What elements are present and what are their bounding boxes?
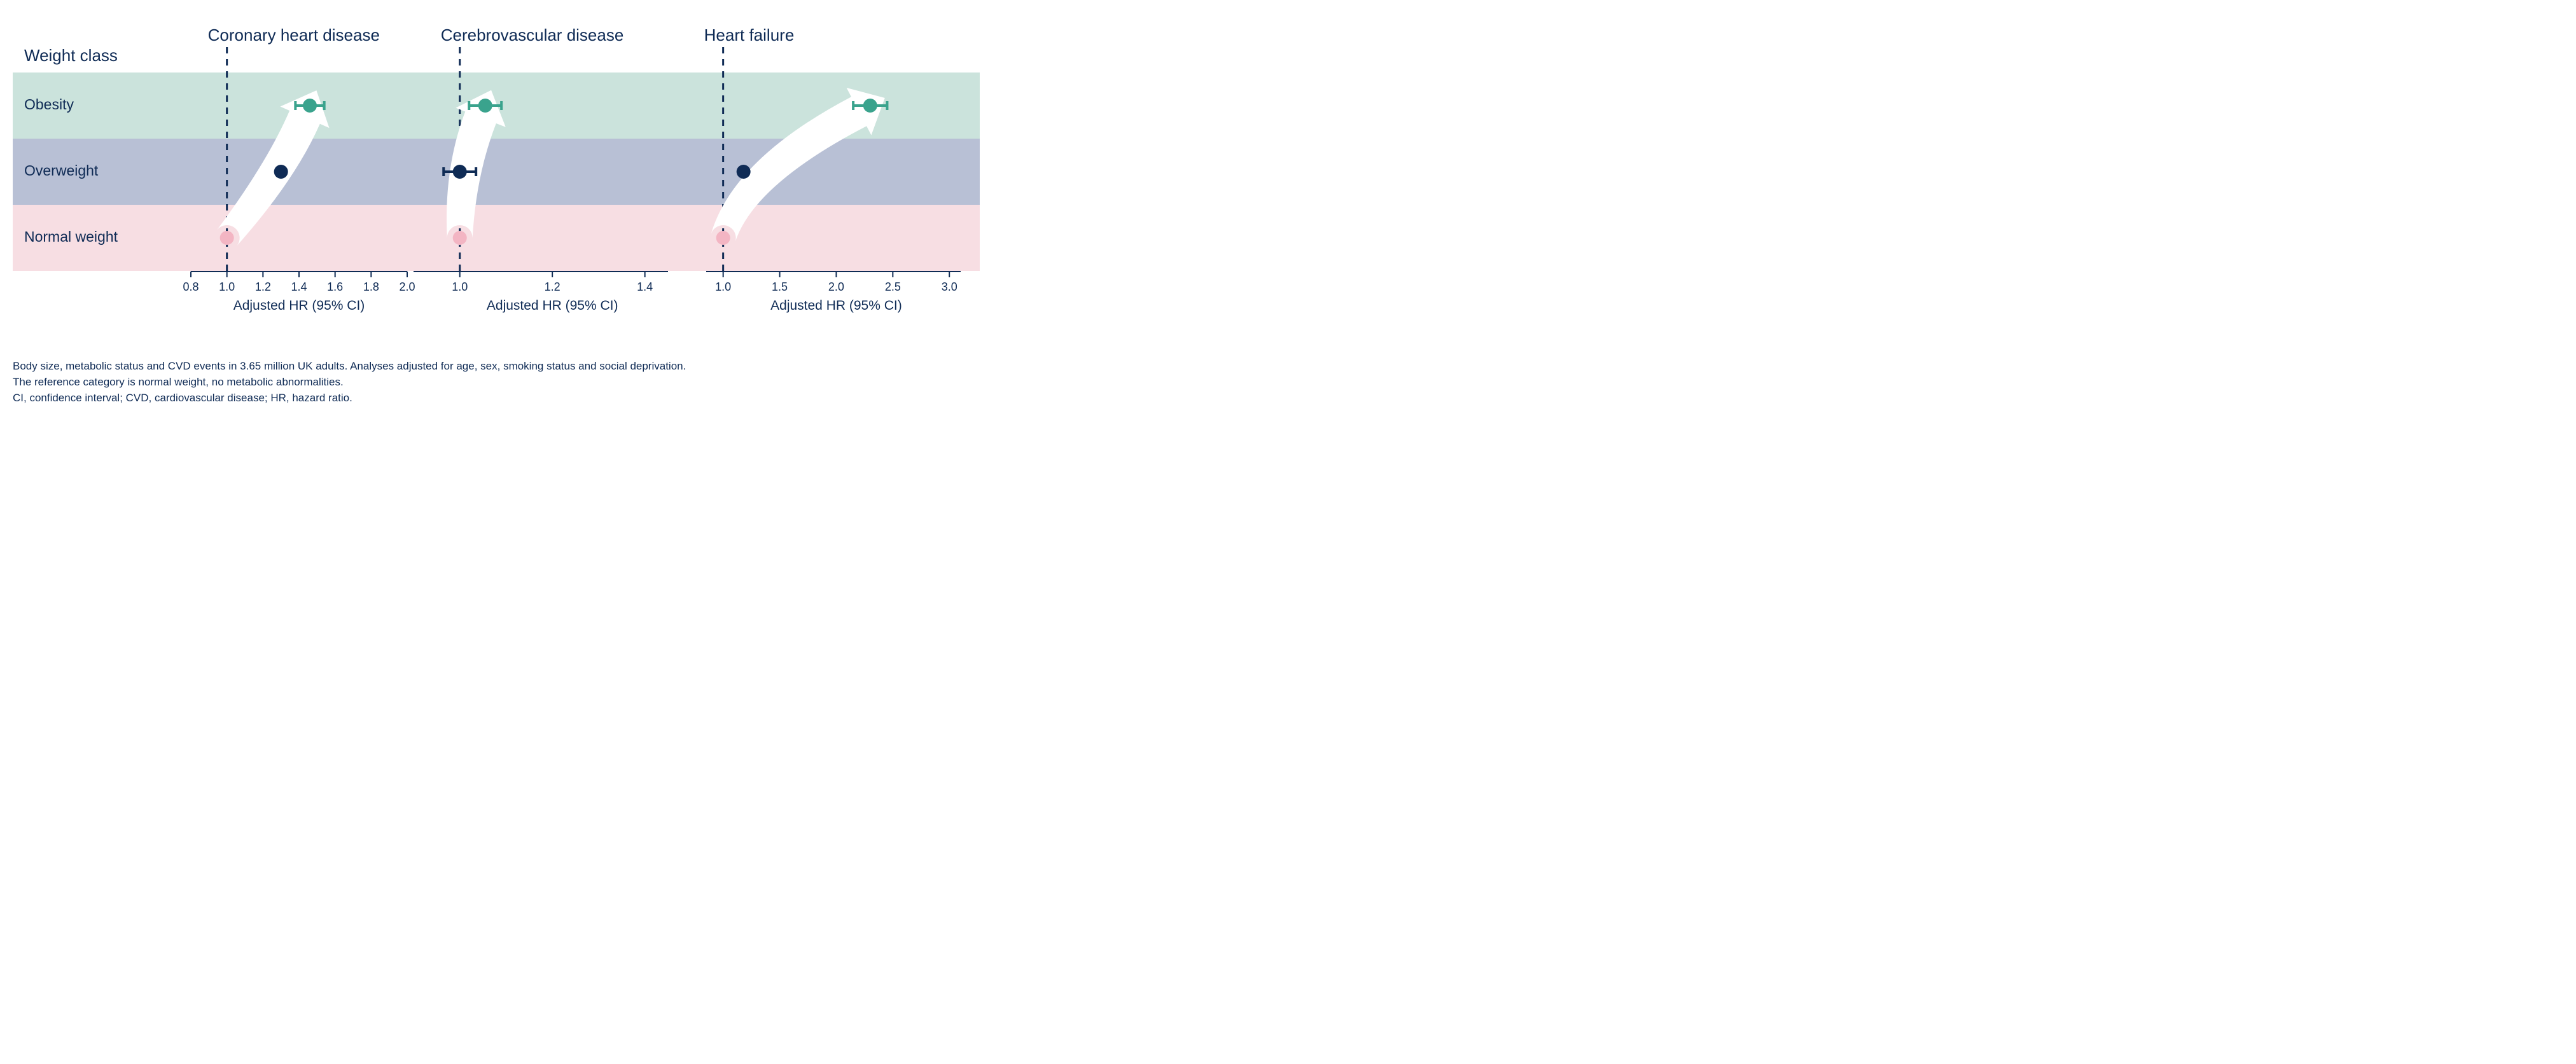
row-band-overweight [13,139,980,205]
x-tick-label: 2.0 [399,280,415,293]
x-axis-label: Adjusted HR (95% CI) [487,298,618,313]
panel-title: Heart failure [704,25,795,45]
hr-marker-obesity [303,99,317,113]
hr-marker-overweight [453,165,467,179]
footnote-line: Body size, metabolic status and CVD even… [13,359,954,374]
row-band-normal [13,205,980,271]
x-tick-label: 2.5 [885,280,901,293]
x-tick-label: 1.6 [327,280,343,293]
row-label-obesity: Obesity [24,96,74,113]
hr-marker-normal [716,231,730,245]
x-axis-label: Adjusted HR (95% CI) [233,298,365,313]
x-tick-label: 1.8 [363,280,379,293]
hr-marker-normal [220,231,234,245]
footnotes: Body size, metabolic status and CVD even… [13,359,954,406]
weight-class-heading: Weight class [24,46,118,65]
forest-plot-figure: Weight class Obesity Overweight Normal weig… [13,13,980,337]
x-tick-label: 1.0 [452,280,468,293]
hr-marker-obesity [863,99,877,113]
row-label-overweight: Overweight [24,162,99,179]
footnote-line: CI, confidence interval; CVD, cardiovasc… [13,391,954,406]
hr-marker-overweight [737,165,751,179]
x-tick-label: 1.4 [637,280,653,293]
x-tick-label: 3.0 [942,280,957,293]
hr-marker-overweight [274,165,288,179]
x-tick-label: 1.4 [291,280,307,293]
x-tick-label: 1.2 [255,280,271,293]
x-tick-label: 1.0 [219,280,235,293]
hr-marker-obesity [478,99,492,113]
x-tick-label: 1.2 [545,280,560,293]
hr-marker-normal [453,231,467,245]
x-tick-label: 1.0 [715,280,731,293]
panel-title: Coronary heart disease [208,25,380,45]
x-axis-label: Adjusted HR (95% CI) [770,298,902,313]
x-tick-label: 0.8 [183,280,198,293]
panel-title: Cerebrovascular disease [441,25,624,45]
footnote-line: The reference category is normal weight,… [13,375,954,390]
row-label-normal: Normal weight [24,228,118,245]
x-tick-label: 2.0 [828,280,844,293]
x-tick-label: 1.5 [772,280,788,293]
